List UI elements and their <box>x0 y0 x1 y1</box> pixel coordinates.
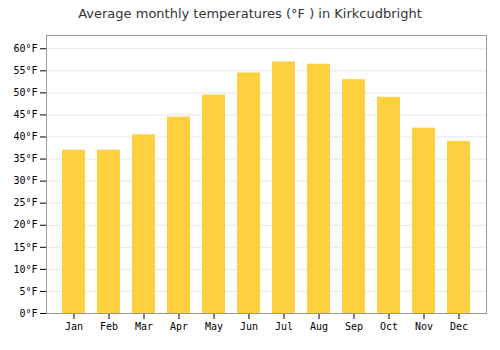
svg-text:Sep: Sep <box>345 321 363 332</box>
svg-text:55°F: 55°F <box>13 65 37 76</box>
svg-text:Jul: Jul <box>275 321 293 332</box>
svg-text:Jun: Jun <box>240 321 258 332</box>
svg-text:Oct: Oct <box>380 321 398 332</box>
svg-text:25°F: 25°F <box>13 197 37 208</box>
svg-text:Jan: Jan <box>65 321 83 332</box>
svg-text:Apr: Apr <box>170 321 188 332</box>
svg-text:35°F: 35°F <box>13 153 37 164</box>
svg-text:10°F: 10°F <box>13 264 37 275</box>
svg-text:Nov: Nov <box>415 321 433 332</box>
svg-text:45°F: 45°F <box>13 109 37 120</box>
svg-text:5°F: 5°F <box>19 286 37 297</box>
svg-text:15°F: 15°F <box>13 242 37 253</box>
svg-text:50°F: 50°F <box>13 87 37 98</box>
html-text:Average monthly temperatures (: Average monthly temperatures (°F ) in Ki… <box>78 6 422 21</box>
svg-text:Aug: Aug <box>310 321 328 332</box>
svg-text:Feb: Feb <box>100 321 118 332</box>
svg-text:Dec: Dec <box>450 321 468 332</box>
svg-text:May: May <box>205 321 223 332</box>
svg-text:0°F: 0°F <box>19 308 37 319</box>
svg-text:60°F: 60°F <box>13 43 37 54</box>
svg-text:40°F: 40°F <box>13 131 37 142</box>
svg-text:20°F: 20°F <box>13 219 37 230</box>
svg-text:30°F: 30°F <box>13 175 37 186</box>
svg-text:Mar: Mar <box>135 321 153 332</box>
